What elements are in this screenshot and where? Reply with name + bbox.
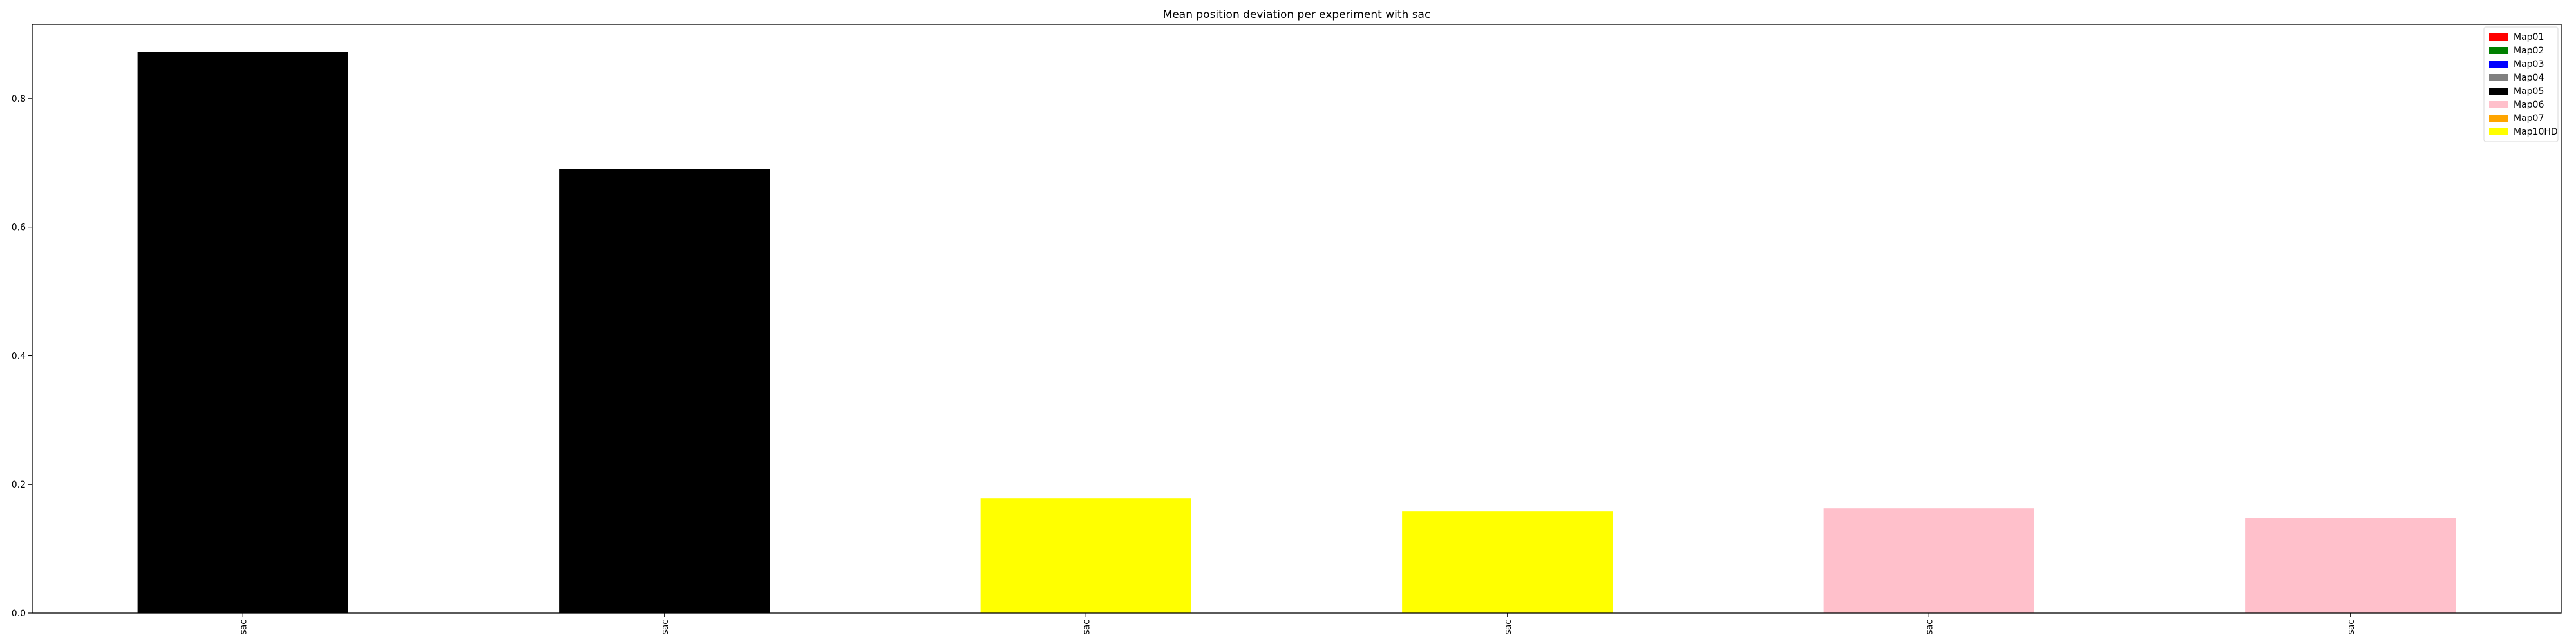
legend-swatch (2489, 101, 2508, 108)
chart-title: Mean position deviation per experiment w… (1163, 8, 1431, 21)
legend-swatch (2489, 88, 2508, 95)
legend-label: Map03 (2514, 59, 2544, 70)
bar-6 (2245, 518, 2456, 613)
x-tick-label: sac (1924, 620, 1935, 635)
x-axis: sac sac sac sac sac sac (238, 613, 2356, 635)
legend-swatch (2489, 128, 2508, 135)
legend-label: Map07 (2514, 113, 2544, 124)
bar-4 (1402, 511, 1613, 613)
legend-swatch (2489, 74, 2508, 81)
bar-2 (559, 169, 770, 613)
legend: Map01 Map02 Map03 Map04 Map05 Map06 Map07 Map10… (2483, 26, 2559, 142)
x-tick-label: sac (238, 620, 249, 635)
y-tick-label: 0.0 (12, 609, 26, 619)
legend-label: Map05 (2514, 86, 2544, 97)
bar-3 (980, 498, 1191, 613)
y-axis: 0.0 0.2 0.4 0.6 0.8 (12, 94, 32, 619)
plot-frame (32, 24, 2562, 614)
y-tick-label: 0.4 (12, 351, 26, 361)
bar-5 (1823, 508, 2034, 613)
x-tick-label: sac (1503, 620, 1513, 635)
legend-label: Map01 (2514, 32, 2544, 43)
y-tick-label: 0.6 (12, 223, 26, 233)
y-tick-label: 0.8 (12, 94, 26, 104)
x-tick-label: sac (2346, 620, 2356, 635)
x-tick-label: sac (660, 620, 670, 635)
bars-group (137, 52, 2456, 613)
bar-1 (137, 52, 348, 613)
legend-label: Map10HD (2514, 127, 2558, 137)
legend-label: Map06 (2514, 100, 2544, 110)
legend-swatch (2489, 115, 2508, 122)
legend-swatch (2489, 47, 2508, 54)
legend-label: Map02 (2514, 46, 2544, 56)
legend-label: Map04 (2514, 73, 2544, 83)
legend-swatch (2489, 61, 2508, 68)
legend-box (2483, 26, 2559, 142)
y-tick-label: 0.2 (12, 480, 26, 490)
legend-swatch (2489, 33, 2508, 41)
x-tick-label: sac (1081, 620, 1092, 635)
